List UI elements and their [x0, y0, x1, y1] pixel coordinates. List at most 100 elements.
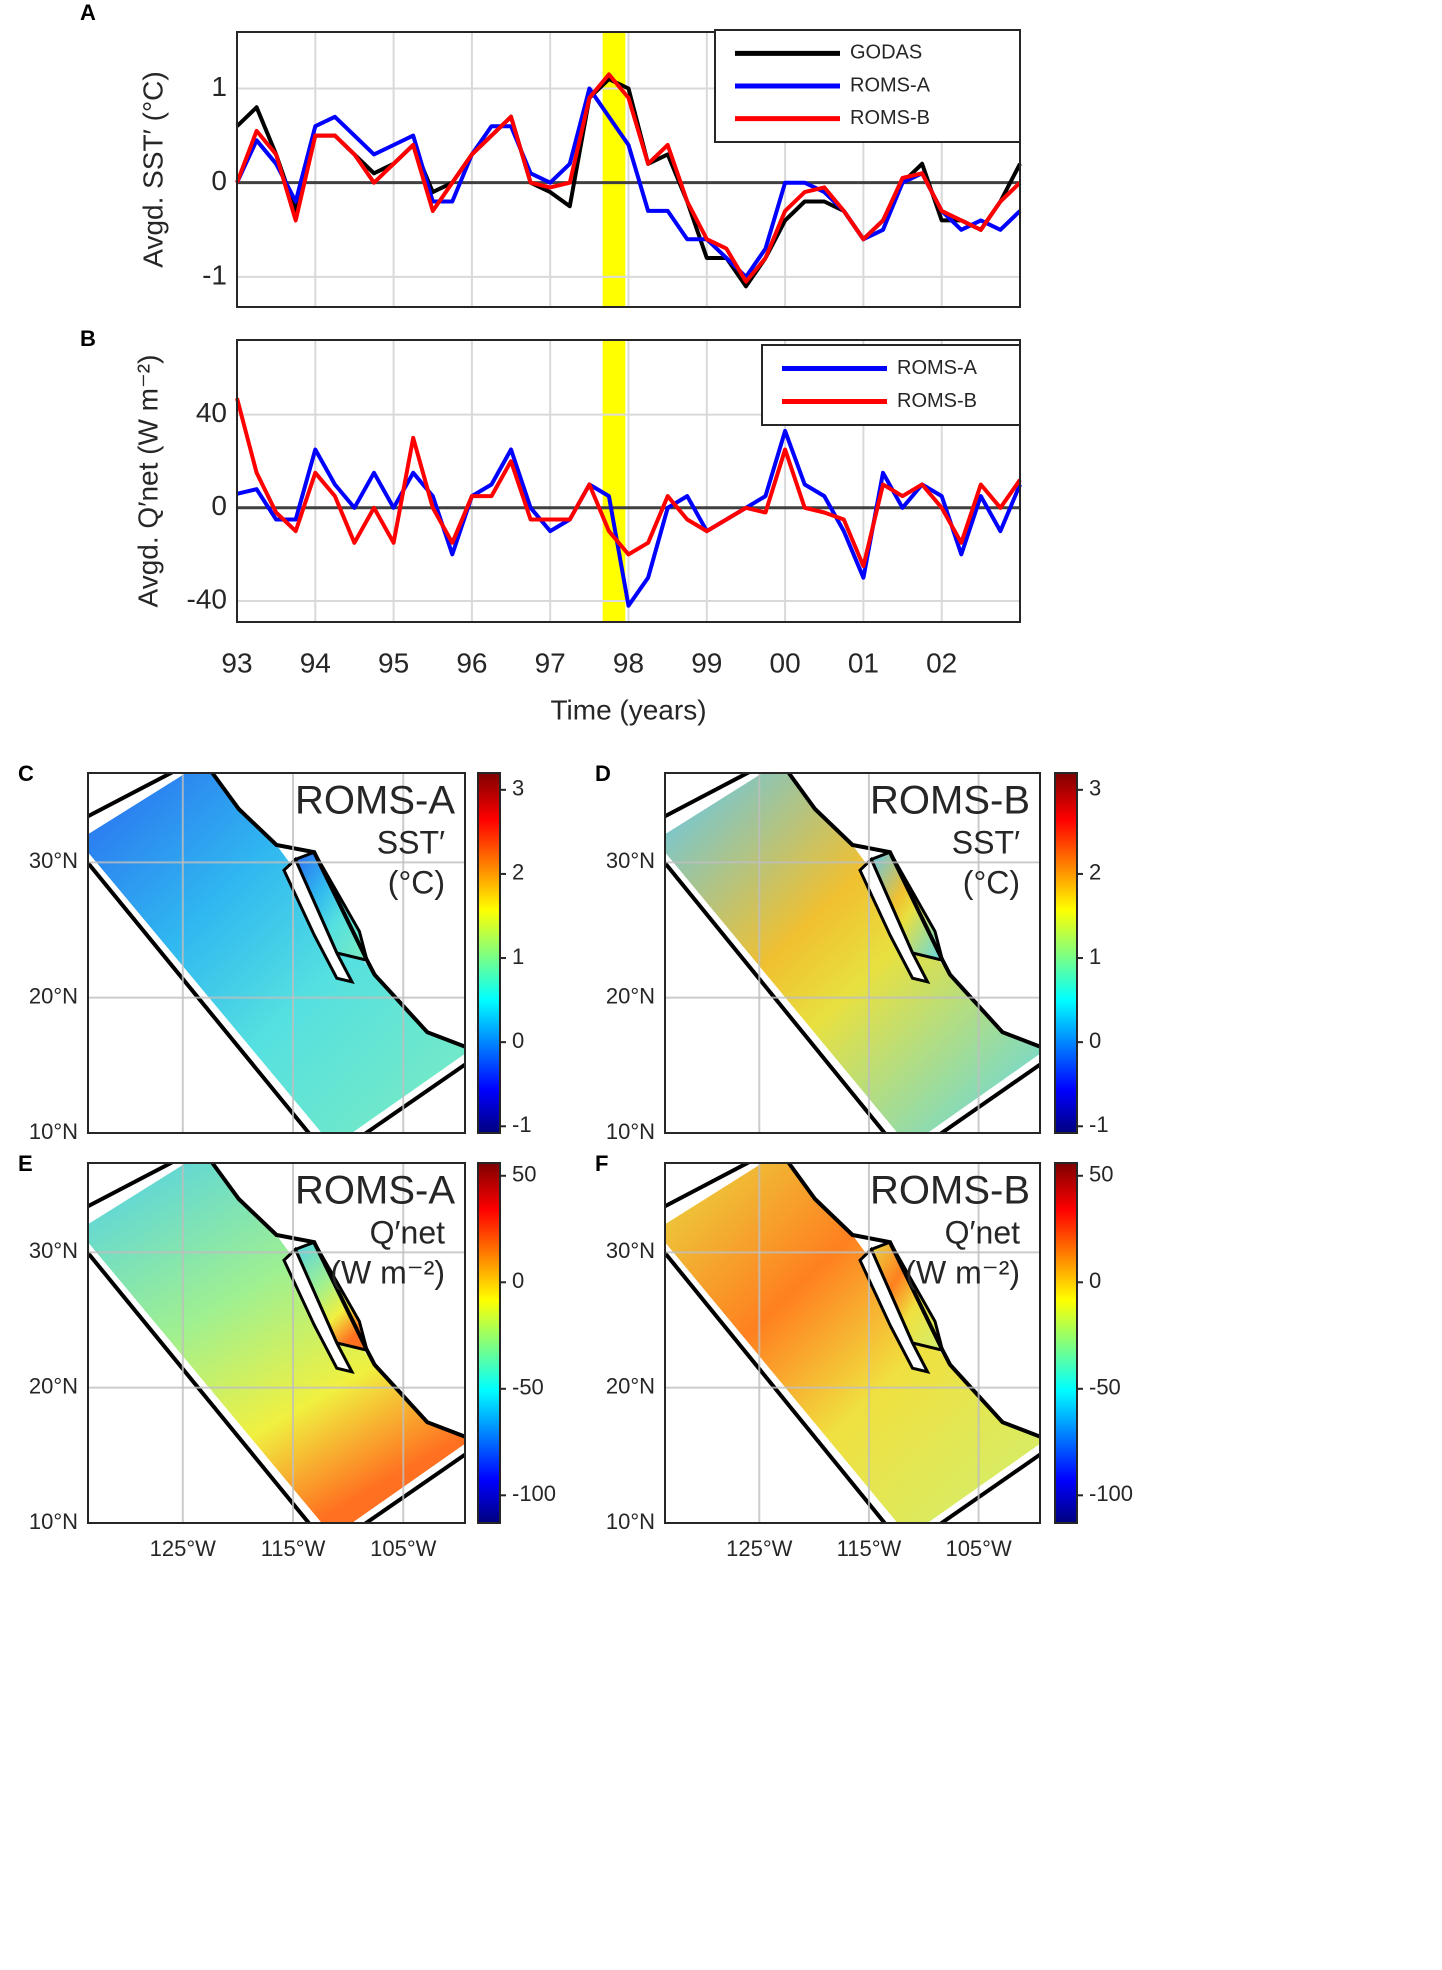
y-tick-label: 10°N — [606, 1119, 655, 1144]
peninsula — [858, 1246, 931, 1375]
panel-letter: B — [80, 326, 96, 351]
x-tick-label: 00 — [770, 647, 801, 678]
panel-letter: F — [595, 1151, 608, 1176]
map-variable: SST′ — [377, 824, 445, 860]
domain-edge — [938, 1062, 1040, 1133]
colorbar-tick-label: 3 — [512, 776, 524, 801]
y-tick-label: 20°N — [29, 983, 78, 1008]
domain-edge — [88, 861, 312, 1133]
legend-label: ROMS-A — [850, 74, 931, 96]
x-tick-label: 98 — [613, 647, 644, 678]
y-tick-label: 20°N — [606, 983, 655, 1008]
y-tick-label: 0 — [211, 490, 227, 521]
domain-edge — [665, 861, 888, 1133]
x-tick-label: 96 — [456, 647, 487, 678]
peninsula — [282, 856, 355, 985]
colorbar-tick-label: -100 — [1089, 1481, 1133, 1506]
panel-letter: A — [80, 0, 96, 25]
domain-edge — [665, 773, 752, 818]
colorbar — [477, 772, 501, 1134]
y-tick-label: 40 — [196, 397, 227, 428]
legend-label: GODAS — [850, 42, 922, 64]
highlight-band — [602, 32, 626, 307]
series-line — [235, 397, 1022, 569]
colorbar — [1054, 1162, 1078, 1524]
panel-letter: E — [18, 1151, 33, 1176]
domain-edge — [362, 1452, 465, 1523]
legend-label: ROMS-A — [897, 357, 978, 379]
domain-edge — [88, 773, 176, 818]
colorbar-tick-label: 1 — [1089, 944, 1101, 969]
x-tick-label: 99 — [691, 647, 722, 678]
colorbar-tick-label: -1 — [1089, 1112, 1109, 1137]
colorbar-tick-label: 1 — [512, 944, 524, 969]
x-tick-label: 105°W — [945, 1536, 1012, 1561]
map-units: (°C) — [963, 864, 1020, 900]
x-tick-label: 94 — [300, 647, 331, 678]
map-title: ROMS-B — [870, 1169, 1030, 1213]
y-tick-label: -1 — [202, 259, 227, 290]
colorbar-tick-label: 2 — [512, 860, 524, 885]
colorbar-tick-label: -50 — [512, 1375, 544, 1400]
map-variable: SST′ — [952, 824, 1020, 860]
x-tick-label: 95 — [378, 647, 409, 678]
y-axis-label: Avgd. SST′ (°C) — [137, 71, 168, 267]
legend-label: ROMS-B — [850, 107, 930, 129]
x-tick-label: 02 — [926, 647, 957, 678]
x-axis-label: Time (years) — [550, 694, 706, 725]
colorbar — [477, 1162, 501, 1524]
y-tick-label: 30°N — [606, 848, 655, 873]
y-tick-label: 20°N — [606, 1373, 655, 1398]
colorbar-tick-label: 0 — [1089, 1028, 1101, 1053]
colorbar-tick-label: -50 — [1089, 1375, 1121, 1400]
domain-edge — [938, 1452, 1040, 1523]
y-tick-label: 30°N — [29, 1238, 78, 1263]
map-frame — [87, 1162, 466, 1524]
plot-frame — [236, 31, 1021, 308]
legend-box — [761, 344, 1021, 426]
colorbar-tick-label: 0 — [512, 1268, 524, 1293]
map-frame — [664, 772, 1041, 1134]
colorbar-tick-label: 50 — [512, 1162, 536, 1187]
map-variable: Q′net — [945, 1214, 1020, 1250]
y-tick-label: 10°N — [606, 1509, 655, 1534]
colorbar-tick-label: 50 — [1089, 1162, 1113, 1187]
x-tick-label: 125°W — [150, 1536, 217, 1561]
legend-label: ROMS-B — [897, 390, 977, 412]
colorbar-tick-label: 0 — [1089, 1268, 1101, 1293]
y-tick-label: 0 — [211, 165, 227, 196]
coastline — [210, 773, 465, 1049]
colorbar-tick-label: 3 — [1089, 776, 1101, 801]
y-tick-label: 10°N — [29, 1119, 78, 1144]
map-frame — [87, 772, 466, 1134]
y-tick-label: 20°N — [29, 1373, 78, 1398]
x-tick-label: 97 — [535, 647, 566, 678]
peninsula — [858, 856, 931, 985]
map-units: (W m⁻²) — [905, 1254, 1020, 1290]
x-tick-label: 125°W — [726, 1536, 793, 1561]
colorbar-tick-label: -100 — [512, 1481, 556, 1506]
map-title: ROMS-A — [295, 1169, 455, 1213]
x-tick-label: 93 — [221, 647, 252, 678]
domain-edge — [88, 1163, 176, 1208]
map-title: ROMS-B — [870, 779, 1030, 823]
x-tick-label: 105°W — [370, 1536, 437, 1561]
y-tick-label: 1 — [211, 71, 227, 102]
peninsula — [282, 1246, 355, 1375]
series-line — [235, 86, 1022, 279]
map-variable: Q′net — [370, 1214, 445, 1250]
colorbar-tick-label: -1 — [512, 1112, 532, 1137]
colorbar — [1054, 772, 1078, 1134]
series-line — [235, 72, 1022, 284]
y-axis-label: Avgd. Q′net (W m⁻²) — [132, 355, 163, 608]
x-tick-label: 01 — [848, 647, 879, 678]
panel-letter: D — [595, 761, 611, 786]
series-line — [236, 428, 1022, 608]
domain-edge — [665, 1251, 888, 1523]
map-units: (°C) — [388, 864, 445, 900]
map-units: (W m⁻²) — [330, 1254, 445, 1290]
domain-edge — [665, 1163, 752, 1208]
map-title: ROMS-A — [295, 779, 455, 823]
y-tick-label: 10°N — [29, 1509, 78, 1534]
